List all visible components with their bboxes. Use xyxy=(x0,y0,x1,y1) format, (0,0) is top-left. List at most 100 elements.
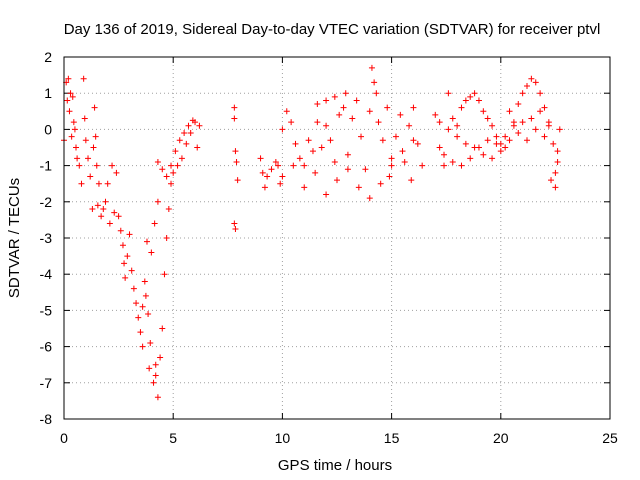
data-point xyxy=(87,173,94,180)
data-point xyxy=(432,111,439,118)
data-point xyxy=(259,169,266,176)
data-point xyxy=(475,97,482,104)
data-point xyxy=(336,111,343,118)
data-point xyxy=(344,166,351,173)
data-point xyxy=(73,144,80,151)
data-point xyxy=(68,133,75,140)
data-point xyxy=(168,180,175,187)
data-point xyxy=(137,329,144,336)
data-point xyxy=(502,144,509,151)
data-point xyxy=(292,140,299,147)
chart-title: Day 136 of 2019, Sidereal Day-to-day VTE… xyxy=(64,21,601,38)
x-tick-label: 5 xyxy=(169,430,177,446)
data-point xyxy=(189,117,196,124)
y-tick-label: -2 xyxy=(40,194,53,210)
y-tick-label: -1 xyxy=(40,158,53,174)
data-point xyxy=(187,130,194,137)
data-point xyxy=(147,339,154,346)
data-point xyxy=(141,278,148,285)
data-point xyxy=(65,75,72,82)
y-axis-ticks: -8 -7 -6 -5 -4 -3 -2 -1 0 1 2 xyxy=(40,49,610,427)
data-point xyxy=(146,365,153,372)
data-point xyxy=(172,148,179,155)
data-point xyxy=(552,169,559,176)
data-point xyxy=(410,137,417,144)
data-point xyxy=(532,126,539,133)
data-point xyxy=(312,169,319,176)
data-point xyxy=(397,111,404,118)
data-point xyxy=(82,137,89,144)
data-point xyxy=(314,119,321,126)
data-point xyxy=(497,148,504,155)
data-point xyxy=(98,213,105,220)
grid-lines xyxy=(64,57,610,419)
data-point xyxy=(537,90,544,97)
data-point xyxy=(528,75,535,82)
data-point xyxy=(233,158,240,165)
data-point xyxy=(375,119,382,126)
data-point xyxy=(342,90,349,97)
data-point xyxy=(231,220,238,227)
data-point xyxy=(196,122,203,129)
data-point xyxy=(170,169,177,176)
x-tick-label: 15 xyxy=(384,430,400,446)
data-point xyxy=(135,314,142,321)
data-point xyxy=(331,93,338,100)
data-point xyxy=(467,93,474,100)
data-point xyxy=(484,137,491,144)
data-point xyxy=(489,122,496,129)
data-point xyxy=(115,213,122,220)
data-point xyxy=(309,148,316,155)
data-point xyxy=(109,162,116,169)
data-point xyxy=(458,104,465,111)
data-point xyxy=(419,162,426,169)
data-point xyxy=(537,108,544,115)
data-point xyxy=(163,173,170,180)
data-point xyxy=(89,206,96,213)
data-point xyxy=(410,104,417,111)
y-tick-label: -7 xyxy=(40,375,53,391)
data-point xyxy=(480,151,487,158)
data-point xyxy=(71,126,78,133)
data-point xyxy=(74,155,81,162)
data-point xyxy=(92,133,99,140)
data-point xyxy=(78,180,85,187)
data-point xyxy=(379,137,386,144)
data-point xyxy=(126,231,133,238)
data-point xyxy=(484,115,491,122)
data-point xyxy=(414,140,421,147)
data-point xyxy=(515,101,522,108)
data-point xyxy=(489,155,496,162)
data-point xyxy=(314,101,321,108)
data-point xyxy=(148,249,155,256)
data-point xyxy=(408,177,415,184)
data-point xyxy=(327,137,334,144)
y-tick-label: -4 xyxy=(40,266,53,282)
data-point xyxy=(519,90,526,97)
data-point xyxy=(81,115,88,122)
data-point xyxy=(122,274,129,281)
data-point xyxy=(454,122,461,129)
data-point xyxy=(296,155,303,162)
x-axis-ticks: 0 5 10 15 20 25 xyxy=(60,57,618,446)
data-point xyxy=(528,115,535,122)
data-point xyxy=(301,184,308,191)
data-point xyxy=(441,162,448,169)
data-point xyxy=(181,130,188,137)
data-point xyxy=(279,173,286,180)
data-point xyxy=(353,97,360,104)
data-point xyxy=(519,119,526,126)
data-point xyxy=(445,90,452,97)
data-point xyxy=(515,130,522,137)
data-point xyxy=(194,144,201,151)
y-axis-label: SDTVAR / TECUs xyxy=(6,178,23,298)
data-point xyxy=(290,162,297,169)
data-point xyxy=(384,104,391,111)
data-point xyxy=(462,140,469,147)
data-point xyxy=(366,108,373,115)
data-point xyxy=(128,267,135,274)
data-point xyxy=(139,343,146,350)
x-tick-label: 0 xyxy=(60,430,68,446)
data-point xyxy=(154,158,161,165)
data-point xyxy=(445,126,452,133)
